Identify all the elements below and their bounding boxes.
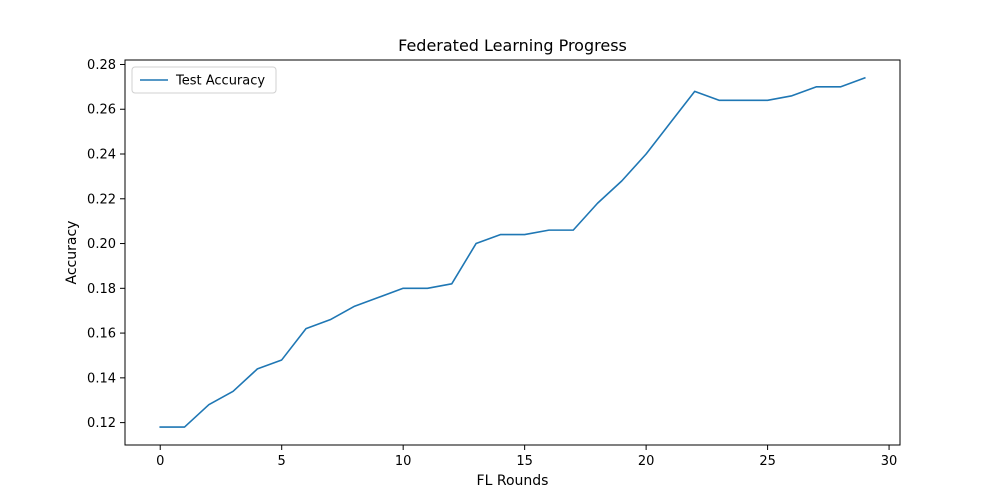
y-tick-label: 0.26 <box>87 103 116 118</box>
legend-label: Test Accuracy <box>175 74 265 89</box>
x-tick-label: 5 <box>278 454 286 469</box>
y-tick-label: 0.12 <box>87 416 116 431</box>
series-line-test-accuracy <box>159 76 866 428</box>
y-tick-label: 0.18 <box>87 282 116 297</box>
chart-title: Federated Learning Progress <box>398 36 627 55</box>
y-tick-label: 0.28 <box>87 58 116 73</box>
plot-area: 0 5 10 15 20 25 30 0.12 0.14 0.16 0.18 0.20 0.22 0.24… <box>87 58 901 469</box>
x-tick-label: 25 <box>759 454 776 469</box>
x-tick-label: 30 <box>881 454 898 469</box>
y-tick-label: 0.14 <box>87 371 116 386</box>
y-tick-label: 0.16 <box>87 327 116 342</box>
legend: Test Accuracy <box>131 66 277 94</box>
x-tick-label: 10 <box>395 454 412 469</box>
y-tick-label: 0.20 <box>87 237 116 252</box>
x-tick-label: 15 <box>516 454 533 469</box>
x-tick-label: 20 <box>638 454 655 469</box>
y-tick-label: 0.24 <box>87 148 116 163</box>
x-tick-label: 0 <box>156 454 164 469</box>
x-axis-label: FL Rounds <box>477 473 549 489</box>
y-axis-label: Accuracy <box>64 221 80 285</box>
legend-box <box>131 66 277 94</box>
axes-frame <box>124 59 901 446</box>
y-tick-label: 0.22 <box>87 192 116 207</box>
